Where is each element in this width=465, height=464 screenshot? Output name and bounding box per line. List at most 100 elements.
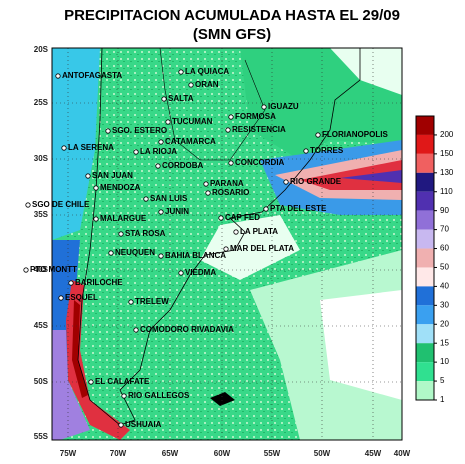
lon-label: 40W <box>394 449 411 458</box>
colorbar-segment <box>416 153 434 173</box>
city-label: MAR DEL PLATA <box>230 244 294 253</box>
city-label: ESQUEL <box>65 293 98 302</box>
city-label: FORMOSA <box>235 112 276 121</box>
city-marker <box>23 267 29 273</box>
lat-label: 45S <box>34 321 49 330</box>
city-marker <box>55 73 61 79</box>
city-label: LA QUIACA <box>185 67 229 76</box>
city-label: LA RIOJA <box>140 147 177 156</box>
city-label: CORDOBA <box>162 161 204 170</box>
lat-label: 55S <box>34 432 49 441</box>
city-label: TUCUMAN <box>172 117 213 126</box>
city-label: SALTA <box>168 94 194 103</box>
city-marker <box>165 119 171 125</box>
city-label: RIO GRANDE <box>290 177 342 186</box>
colorbar-segment <box>416 381 434 400</box>
title: PRECIPITACION ACUMULADA HASTA EL 29/09 <box>64 7 400 24</box>
city-marker <box>93 185 99 191</box>
city-marker <box>303 148 309 154</box>
city-marker <box>225 127 231 133</box>
city-label: STA ROSA <box>125 229 166 238</box>
city-marker <box>161 96 167 102</box>
city-marker <box>133 149 139 155</box>
city-marker <box>283 179 289 185</box>
city-marker <box>105 128 111 134</box>
colorbar-segment <box>416 210 434 230</box>
city-marker <box>228 160 234 166</box>
rain-area <box>52 48 100 240</box>
city-marker <box>178 270 184 276</box>
lat-label: 30S <box>34 154 49 163</box>
rain-area <box>72 300 88 398</box>
city-label: TRELEW <box>135 297 169 306</box>
lon-label: 55W <box>264 449 281 458</box>
city-marker <box>205 190 211 196</box>
rain-area <box>340 170 402 183</box>
colorbar-label: 1 <box>440 395 445 404</box>
colorbar-segment <box>416 324 434 344</box>
colorbar-label: 40 <box>440 282 449 291</box>
city-label: SGO DE CHILE <box>32 200 90 209</box>
city-marker <box>118 231 124 237</box>
city-marker <box>118 422 124 428</box>
colorbar-label: 10 <box>440 357 449 366</box>
city-marker <box>158 253 164 259</box>
city-marker <box>158 139 164 145</box>
colorbar-segment <box>416 343 434 363</box>
city-label: COMODORO RIVADAVIA <box>140 325 234 334</box>
city-marker <box>158 209 164 215</box>
city-label: USHUAIA <box>125 420 162 429</box>
city-label: PTA DEL ESTE <box>270 204 327 213</box>
coastline <box>77 47 361 426</box>
city-marker <box>58 295 64 301</box>
city-label: CAP FED <box>225 213 260 222</box>
border <box>159 47 266 161</box>
malvinas <box>210 392 235 406</box>
city-marker <box>263 206 269 212</box>
city-marker <box>315 132 321 138</box>
city-label: RESISTENCIA <box>232 125 286 134</box>
lon-label: 60W <box>214 449 231 458</box>
city-marker <box>133 327 139 333</box>
lat-label: 40S <box>34 265 49 274</box>
city-marker <box>93 216 99 222</box>
colorbar-label: 50 <box>440 263 449 272</box>
city-label: SAN LUIS <box>150 194 188 203</box>
city-label: PTO MONTT <box>30 265 77 274</box>
city-label: IGUAZU <box>268 102 299 111</box>
city-marker <box>261 104 267 110</box>
city-label: ROSARIO <box>212 188 249 197</box>
colorbar-segment <box>416 286 434 306</box>
city-marker <box>25 202 31 208</box>
lat-label: 50S <box>34 377 49 386</box>
colorbar-label: 15 <box>440 338 449 347</box>
colorbar-label: 110 <box>440 187 453 196</box>
city-label: FLORIANOPOLIS <box>322 130 388 139</box>
city-label: TORRES <box>310 146 344 155</box>
city-label: SAN JUAN <box>92 171 133 180</box>
colorbar-label: 70 <box>440 225 449 234</box>
city-label: LA SERENA <box>68 143 114 152</box>
city-label: VIEDMA <box>185 268 216 277</box>
rain-area <box>200 215 300 280</box>
colorbar-segment <box>416 248 434 268</box>
city-marker <box>88 379 94 385</box>
lon-label: 50W <box>314 449 331 458</box>
colorbar-label: 5 <box>440 376 445 385</box>
city-marker <box>203 181 209 187</box>
city-label: SGO. ESTERO <box>112 126 167 135</box>
lon-label: 70W <box>110 449 127 458</box>
city-marker <box>143 196 149 202</box>
city-marker <box>228 114 234 120</box>
rain-area <box>330 48 402 95</box>
city-label: BAHIA BLANCA <box>165 251 226 260</box>
map-frame <box>51 47 403 441</box>
colorbar-segment <box>416 172 434 192</box>
city-label: MALARGUE <box>100 214 147 223</box>
colorbar-label: 30 <box>440 300 449 309</box>
city-label: ANTOFAGASTA <box>62 71 122 80</box>
colorbar-frame <box>415 115 435 401</box>
colorbar-segment <box>416 229 434 249</box>
city-label: CATAMARCA <box>165 137 216 146</box>
city-marker <box>121 393 127 399</box>
